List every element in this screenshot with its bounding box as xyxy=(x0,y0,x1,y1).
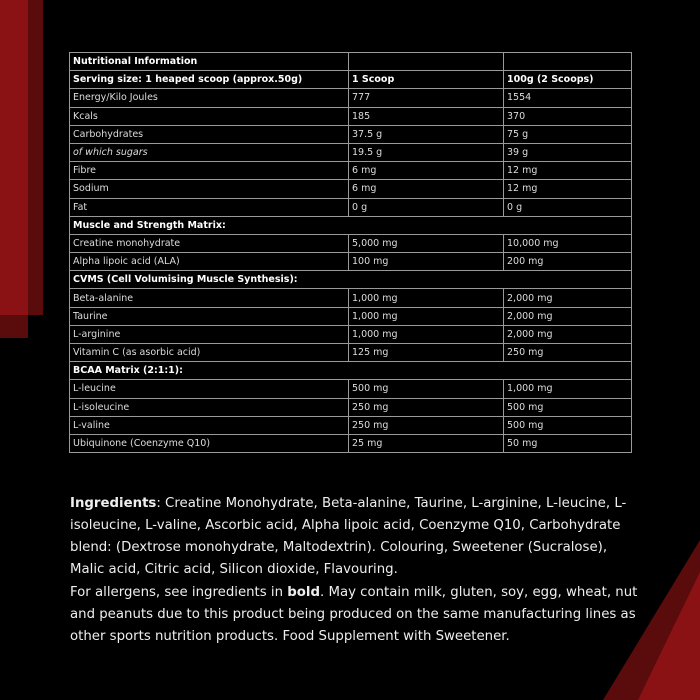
table-cell: 100 mg xyxy=(348,252,504,272)
table-row: BCAA Matrix (2:1:1): xyxy=(69,361,632,381)
table-cell: 777 xyxy=(348,88,504,108)
table-cell: 185 xyxy=(348,106,504,126)
table-cell: Energy/Kilo Joules xyxy=(69,88,349,108)
table-cell: 500 mg xyxy=(348,379,504,399)
table-cell: 1554 xyxy=(503,88,632,108)
table-row: L-leucine 500 mg 1,000 mg xyxy=(69,379,632,399)
table-cell: Creatine monohydrate xyxy=(69,233,349,254)
table-cell: 12 mg xyxy=(503,179,632,199)
decor-red-bar xyxy=(0,0,28,315)
ingredients-text: : Creatine Monohydrate, Beta-alanine, Ta… xyxy=(70,496,627,577)
decor-red-triangle xyxy=(638,572,700,700)
table-cell: 1,000 mg xyxy=(503,379,632,399)
ingredients-label: Ingredients xyxy=(70,496,157,511)
table-cell: 19.5 g xyxy=(348,142,504,163)
ingredients-paragraph: Ingredients: Creatine Monohydrate, Beta-… xyxy=(70,493,640,581)
table-cell: L-isoleucine xyxy=(69,397,349,417)
table-cell: 250 mg xyxy=(503,342,632,363)
table-cell: 1,000 mg xyxy=(348,288,504,308)
table-row: Beta-alanine 1,000 mg 2,000 mg xyxy=(69,288,632,308)
table-cell: 1 Scoop xyxy=(348,70,504,90)
table-cell: 50 mg xyxy=(503,433,632,454)
table-cell: 25 mg xyxy=(348,433,504,454)
table-cell: Fibre xyxy=(69,161,349,181)
table-cell: 5,000 mg xyxy=(348,233,504,254)
table-row: CVMS (Cell Volumising Muscle Synthesis): xyxy=(69,270,632,290)
table-cell: 1,000 mg xyxy=(348,306,504,326)
table-cell: L-leucine xyxy=(69,379,349,399)
table-row: Nutritional Information xyxy=(69,51,632,72)
table-row: L-isoleucine 250 mg 500 mg xyxy=(69,397,632,417)
table-cell: Alpha lipoic acid (ALA) xyxy=(69,252,349,272)
table-cell: Kcals xyxy=(69,106,349,126)
table-cell: Nutritional Information xyxy=(69,51,349,72)
allergens-bold: bold xyxy=(287,585,321,600)
table-row: Muscle and Strength Matrix: xyxy=(69,215,632,235)
table-cell: 500 mg xyxy=(503,397,632,417)
table-cell: L-arginine xyxy=(69,324,349,345)
table-row: Serving size: 1 heaped scoop (approx.50g… xyxy=(69,70,632,90)
table-cell: 0 g xyxy=(348,197,504,217)
table-cell xyxy=(348,51,504,72)
table-cell: BCAA Matrix (2:1:1): xyxy=(69,361,632,381)
table-cell: L-valine xyxy=(69,415,349,435)
table-row: Ubiquinone (Coenzyme Q10) 25 mg 50 mg xyxy=(69,433,632,454)
nutrition-table: Nutritional Information Serving size: 1 h… xyxy=(69,51,632,454)
table-cell: of which sugars xyxy=(69,142,349,163)
table-cell xyxy=(503,51,632,72)
table-cell: Vitamin C (as asorbic acid) xyxy=(69,342,349,363)
table-row: Creatine monohydrate 5,000 mg 10,000 mg xyxy=(69,233,632,254)
table-cell: 2,000 mg xyxy=(503,324,632,345)
table-cell: 250 mg xyxy=(348,397,504,417)
table-cell: Fat xyxy=(69,197,349,217)
table-cell: 37.5 g xyxy=(348,124,504,144)
table-row: Kcals 185 370 xyxy=(69,106,632,126)
table-cell: 39 g xyxy=(503,142,632,163)
allergens-text: For allergens, see ingredients in xyxy=(70,585,288,600)
table-cell: 12 mg xyxy=(503,161,632,181)
table-cell: 250 mg xyxy=(348,415,504,435)
decor-dark-red-block xyxy=(0,315,28,338)
table-row: Fibre 6 mg 12 mg xyxy=(69,161,632,181)
table-cell: 2,000 mg xyxy=(503,288,632,308)
table-cell: 200 mg xyxy=(503,252,632,272)
table-cell: Muscle and Strength Matrix: xyxy=(69,215,632,235)
table-cell: CVMS (Cell Volumising Muscle Synthesis): xyxy=(69,270,632,290)
allergens-text-rest: . May contain milk, gluten, soy, egg, wh… xyxy=(70,585,638,644)
table-row: Vitamin C (as asorbic acid) 125 mg 250 mg xyxy=(69,342,632,363)
table-cell: 6 mg xyxy=(348,161,504,181)
table-cell: 100g (2 Scoops) xyxy=(503,70,632,90)
table-row: Alpha lipoic acid (ALA) 100 mg 200 mg xyxy=(69,252,632,272)
table-cell: 1,000 mg xyxy=(348,324,504,345)
table-cell: Beta-alanine xyxy=(69,288,349,308)
table-row: L-arginine 1,000 mg 2,000 mg xyxy=(69,324,632,345)
table-cell: 370 xyxy=(503,106,632,126)
decor-dark-red-strip xyxy=(28,0,43,315)
table-cell: 0 g xyxy=(503,197,632,217)
table-row: Energy/Kilo Joules 777 1554 xyxy=(69,88,632,108)
table-cell: 125 mg xyxy=(348,342,504,363)
table-cell: 6 mg xyxy=(348,179,504,199)
table-cell: Taurine xyxy=(69,306,349,326)
table-row: of which sugars 19.5 g 39 g xyxy=(69,142,632,163)
table-cell: Serving size: 1 heaped scoop (approx.50g… xyxy=(69,70,349,90)
table-cell: Sodium xyxy=(69,179,349,199)
table-cell: 75 g xyxy=(503,124,632,144)
allergens-paragraph: For allergens, see ingredients in bold. … xyxy=(70,582,640,648)
table-cell: Carbohydrates xyxy=(69,124,349,144)
table-row: Taurine 1,000 mg 2,000 mg xyxy=(69,306,632,326)
table-row: L-valine 250 mg 500 mg xyxy=(69,415,632,435)
table-cell: 10,000 mg xyxy=(503,233,632,254)
table-row: Sodium 6 mg 12 mg xyxy=(69,179,632,199)
table-cell: Ubiquinone (Coenzyme Q10) xyxy=(69,433,349,454)
table-cell: 2,000 mg xyxy=(503,306,632,326)
table-cell: 500 mg xyxy=(503,415,632,435)
table-row: Carbohydrates 37.5 g 75 g xyxy=(69,124,632,144)
